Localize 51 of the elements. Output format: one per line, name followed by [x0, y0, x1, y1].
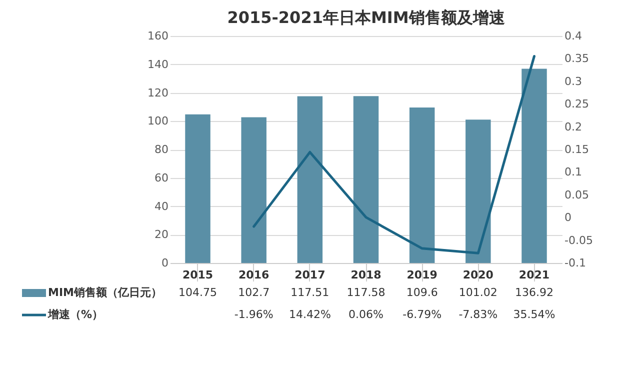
y2-tick-label: 0.05 [564, 188, 589, 202]
x-tick-label: 2018 [350, 268, 382, 282]
y-tick-label: 160 [148, 30, 168, 42]
bar [466, 120, 491, 263]
bar [185, 114, 210, 263]
y-tick-label: 40 [154, 200, 168, 213]
bar [409, 108, 435, 263]
data-label: -1.96% [234, 308, 274, 321]
data-label: -6.79% [402, 308, 442, 321]
bar [522, 68, 547, 263]
data-label: 102.7 [238, 286, 270, 299]
legend-label: MIM销售额（亿日元） [48, 286, 162, 299]
y2-tick-label: 0.2 [564, 120, 582, 134]
y2-tick-label: -0.1 [564, 256, 586, 270]
y-tick-label: 100 [148, 114, 168, 128]
y2-tick-label: 0.15 [564, 143, 589, 156]
x-tick-label: 2015 [182, 268, 214, 282]
y2-tick-label: 0.3 [564, 74, 582, 88]
y2-tick-label: 0.1 [564, 166, 582, 179]
y-tick-label: 80 [154, 143, 168, 156]
y2-tick-label: 0.4 [564, 30, 582, 42]
bar [353, 96, 379, 263]
legend-label: 增速（%） [47, 308, 104, 321]
x-tick-label: 2017 [294, 268, 326, 282]
data-label: 35.54% [513, 308, 556, 321]
bar [241, 117, 266, 263]
y-tick-label: 120 [148, 86, 168, 100]
y-tick-label: 60 [154, 171, 168, 184]
y2-tick-label: 0 [564, 211, 572, 224]
data-label: 117.58 [346, 286, 386, 299]
chart-title: 2015-2021年日本MIM销售额及增速 [227, 8, 506, 27]
data-label: 101.02 [458, 286, 498, 299]
data-label: 109.6 [406, 286, 438, 299]
data-label: -7.83% [458, 308, 498, 321]
data-label: 117.51 [290, 286, 330, 299]
data-label: 0.06% [348, 308, 384, 321]
y-tick-label: 140 [148, 58, 168, 71]
bar [297, 96, 323, 263]
y2-tick-label: -0.05 [564, 234, 593, 247]
y-tick-label: 0 [162, 256, 168, 270]
data-label: 14.42% [288, 308, 331, 321]
line-series [252, 55, 536, 254]
x-tick-label: 2016 [238, 268, 270, 282]
y2-tick-label: 0.25 [564, 98, 589, 111]
x-tick-label: 2021 [518, 268, 550, 282]
data-label: 104.75 [178, 286, 218, 299]
x-tick-label: 2020 [462, 268, 494, 282]
data-label: 136.92 [514, 286, 554, 299]
x-tick-label: 2019 [406, 268, 438, 282]
y2-tick-label: 0.35 [564, 52, 589, 66]
y-tick-label: 20 [154, 228, 168, 242]
